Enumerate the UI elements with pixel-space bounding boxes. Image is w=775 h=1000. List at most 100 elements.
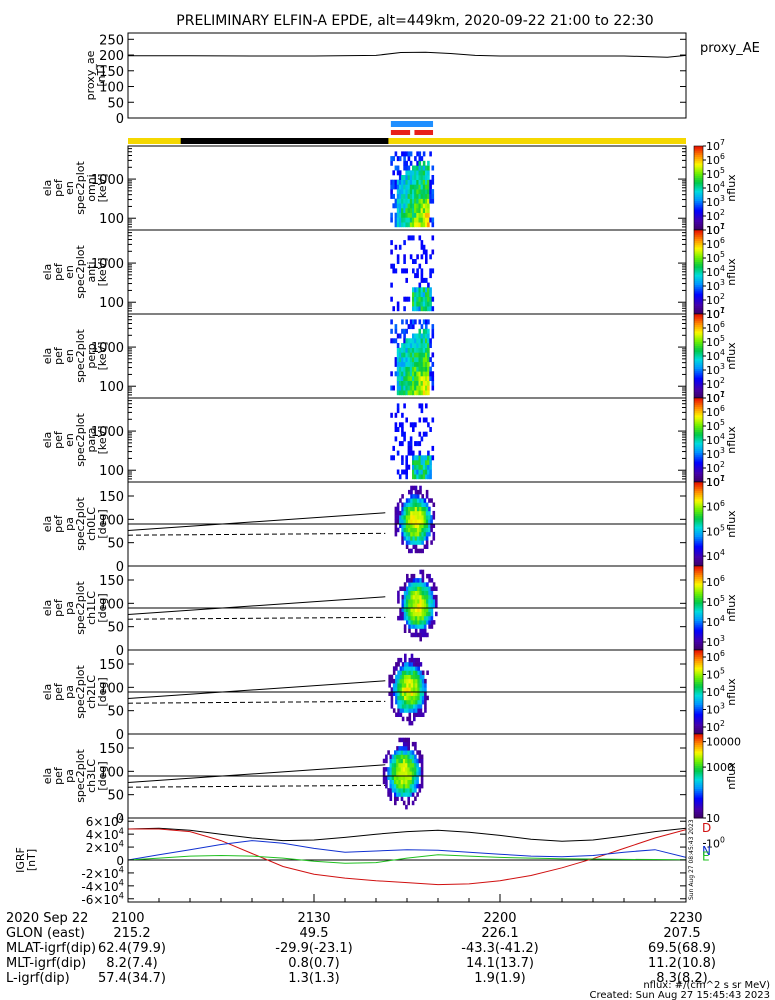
- pitch-angle-cell: [394, 800, 397, 806]
- spectrogram-cell: [403, 189, 406, 195]
- spectrogram-cell: [409, 198, 413, 204]
- colorbar-tick-label: 104: [706, 614, 725, 629]
- pitch-angle-cell: [403, 536, 407, 541]
- pitch-angle-cell: [410, 506, 413, 512]
- pitch-angle-cell: [410, 498, 413, 503]
- pitch-angle-cell: [410, 662, 414, 667]
- pitch-angle-cell: [402, 783, 406, 789]
- spectrogram-cell: [418, 189, 422, 195]
- spectrogram-cell: [401, 222, 404, 228]
- pitch-angle-cell: [406, 678, 409, 684]
- spectrogram-cell: [429, 376, 432, 381]
- colorbar-tick-label: 101: [706, 390, 725, 405]
- spectrogram-cell: [412, 371, 415, 377]
- colorbar-segment: [694, 412, 703, 416]
- pitch-angle-cell: [426, 590, 429, 596]
- colorbar-segment: [694, 509, 703, 512]
- pitch-angle-cell: [428, 611, 431, 617]
- pitch-angle-cell: [405, 758, 408, 764]
- colorbar-segment: [694, 160, 703, 164]
- pitch-angle-cell: [401, 519, 404, 524]
- pitch-angle-cell: [412, 498, 416, 503]
- colorbar-segment: [694, 328, 703, 332]
- spectrogram-cell: [418, 333, 422, 339]
- pitch-angle-cell: [430, 527, 433, 533]
- pitch-angle-cell: [400, 779, 404, 785]
- pitch-angle-cell: [406, 599, 409, 604]
- spectrogram-cell: [409, 445, 413, 451]
- colorbar-segment: [694, 599, 703, 603]
- spectrogram-cell: [409, 436, 413, 442]
- ylabel-line: spec2plot: [74, 749, 87, 803]
- colorbar-segment: [694, 776, 703, 779]
- colorbar-segment: [694, 717, 703, 720]
- spectrogram-cell: [398, 385, 402, 391]
- colorbar-tick-label: 103: [706, 362, 725, 377]
- pitch-angle-cell: [430, 540, 433, 545]
- spectrogram-cell: [409, 380, 413, 386]
- colorbar-segment: [694, 769, 703, 773]
- spectrogram-cell: [425, 417, 428, 423]
- colorbar-segment: [694, 404, 703, 407]
- spectrogram-cell: [392, 455, 395, 461]
- pitch-angle-cell: [419, 615, 422, 621]
- colorbar-segment: [694, 658, 703, 661]
- ylabel-line: proxy_ae: [84, 50, 97, 100]
- spectrogram-cell: [431, 268, 435, 274]
- spectrogram-cell: [396, 222, 400, 228]
- pitch-angle-cell: [401, 540, 404, 545]
- ytick-label: 150: [99, 658, 124, 673]
- pitch-angle-cell: [392, 670, 396, 675]
- pitch-angle-cell: [430, 611, 434, 617]
- spectrogram-cell: [414, 165, 417, 171]
- colorbar-segment: [694, 370, 703, 374]
- spectrogram-cell: [403, 380, 406, 386]
- pitch-angle-cell: [421, 632, 425, 638]
- spectrogram-cell: [412, 193, 415, 199]
- pitch-angle-cell: [419, 603, 422, 608]
- pitch-angle-cell: [405, 783, 408, 789]
- colorbar-segment: [694, 398, 703, 401]
- spectrogram-cell: [396, 371, 400, 377]
- spectrogram-cell: [412, 175, 415, 180]
- pitch-angle-cell: [421, 607, 425, 612]
- pitch-angle-cell: [410, 632, 414, 638]
- colorbar-segment: [694, 335, 703, 338]
- spectrogram-cell: [418, 263, 422, 269]
- spectrogram-cell: [405, 361, 408, 367]
- pitch-angle-cell: [404, 699, 407, 705]
- colorbar-tick-label: 1000: [706, 761, 734, 774]
- colorbar-segment: [694, 503, 703, 506]
- loss-cone-line: [127, 596, 386, 616]
- pitch-angle-cell: [416, 515, 420, 520]
- spectrogram-cell: [427, 282, 430, 288]
- pitch-angle-cell: [426, 620, 429, 625]
- spectrogram-cell: [429, 469, 432, 475]
- pitch-angle-cell: [385, 767, 388, 772]
- pitch-angle-cell: [404, 662, 407, 667]
- pitch-angle-cell: [417, 624, 420, 629]
- spectrogram-cell: [398, 222, 402, 228]
- spectrogram-cell: [431, 417, 435, 423]
- spectrogram-cell: [409, 160, 413, 166]
- pitch-angle-cell: [389, 792, 393, 797]
- pitch-angle-cell: [414, 502, 418, 507]
- panel-ch3LC: 050100150elapefpaspec2plotch3LC[deg]1010…: [41, 733, 741, 850]
- spectrogram-cell: [427, 385, 430, 391]
- pitch-angle-cell: [397, 708, 400, 713]
- spectrogram-cell: [401, 212, 404, 218]
- spectrogram-cell: [398, 170, 402, 176]
- spectrogram-cell: [422, 277, 426, 283]
- spectrogram-cell: [409, 235, 413, 241]
- colorbar-segment: [694, 813, 703, 817]
- spectrogram-cell: [425, 217, 428, 223]
- pitch-angle-cell: [419, 519, 422, 524]
- colorbar-segment: [694, 553, 703, 556]
- spectrogram-cell: [418, 175, 422, 180]
- spectrogram-cell: [409, 222, 413, 228]
- spectrogram-cell: [425, 170, 428, 176]
- pitch-angle-cell: [412, 632, 416, 638]
- spectrogram-cell: [427, 455, 430, 461]
